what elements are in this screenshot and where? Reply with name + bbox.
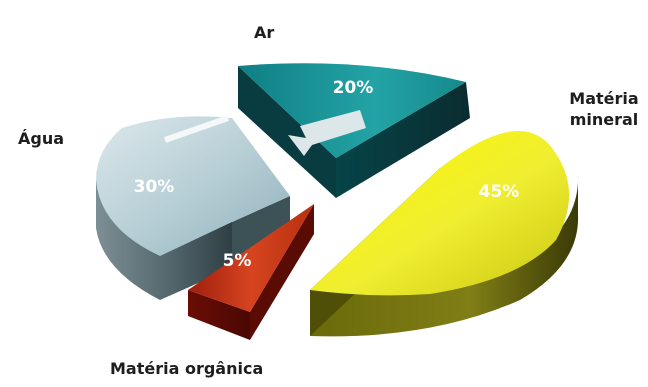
slice-value-label-materia-organica: 5% xyxy=(223,251,252,271)
slice-value-label-materia-mineral: 45% xyxy=(479,182,520,202)
slice-value-label-agua: 30% xyxy=(134,177,175,197)
legend-label-agua: Água xyxy=(18,128,64,149)
legend-label-ar: Ar xyxy=(254,22,274,43)
legend-label-materia-organica: Matéria orgânica xyxy=(110,358,263,379)
slice-value-label-ar: 20% xyxy=(333,78,374,98)
legend-label-materia-mineral: Matéria mineral xyxy=(562,88,646,130)
